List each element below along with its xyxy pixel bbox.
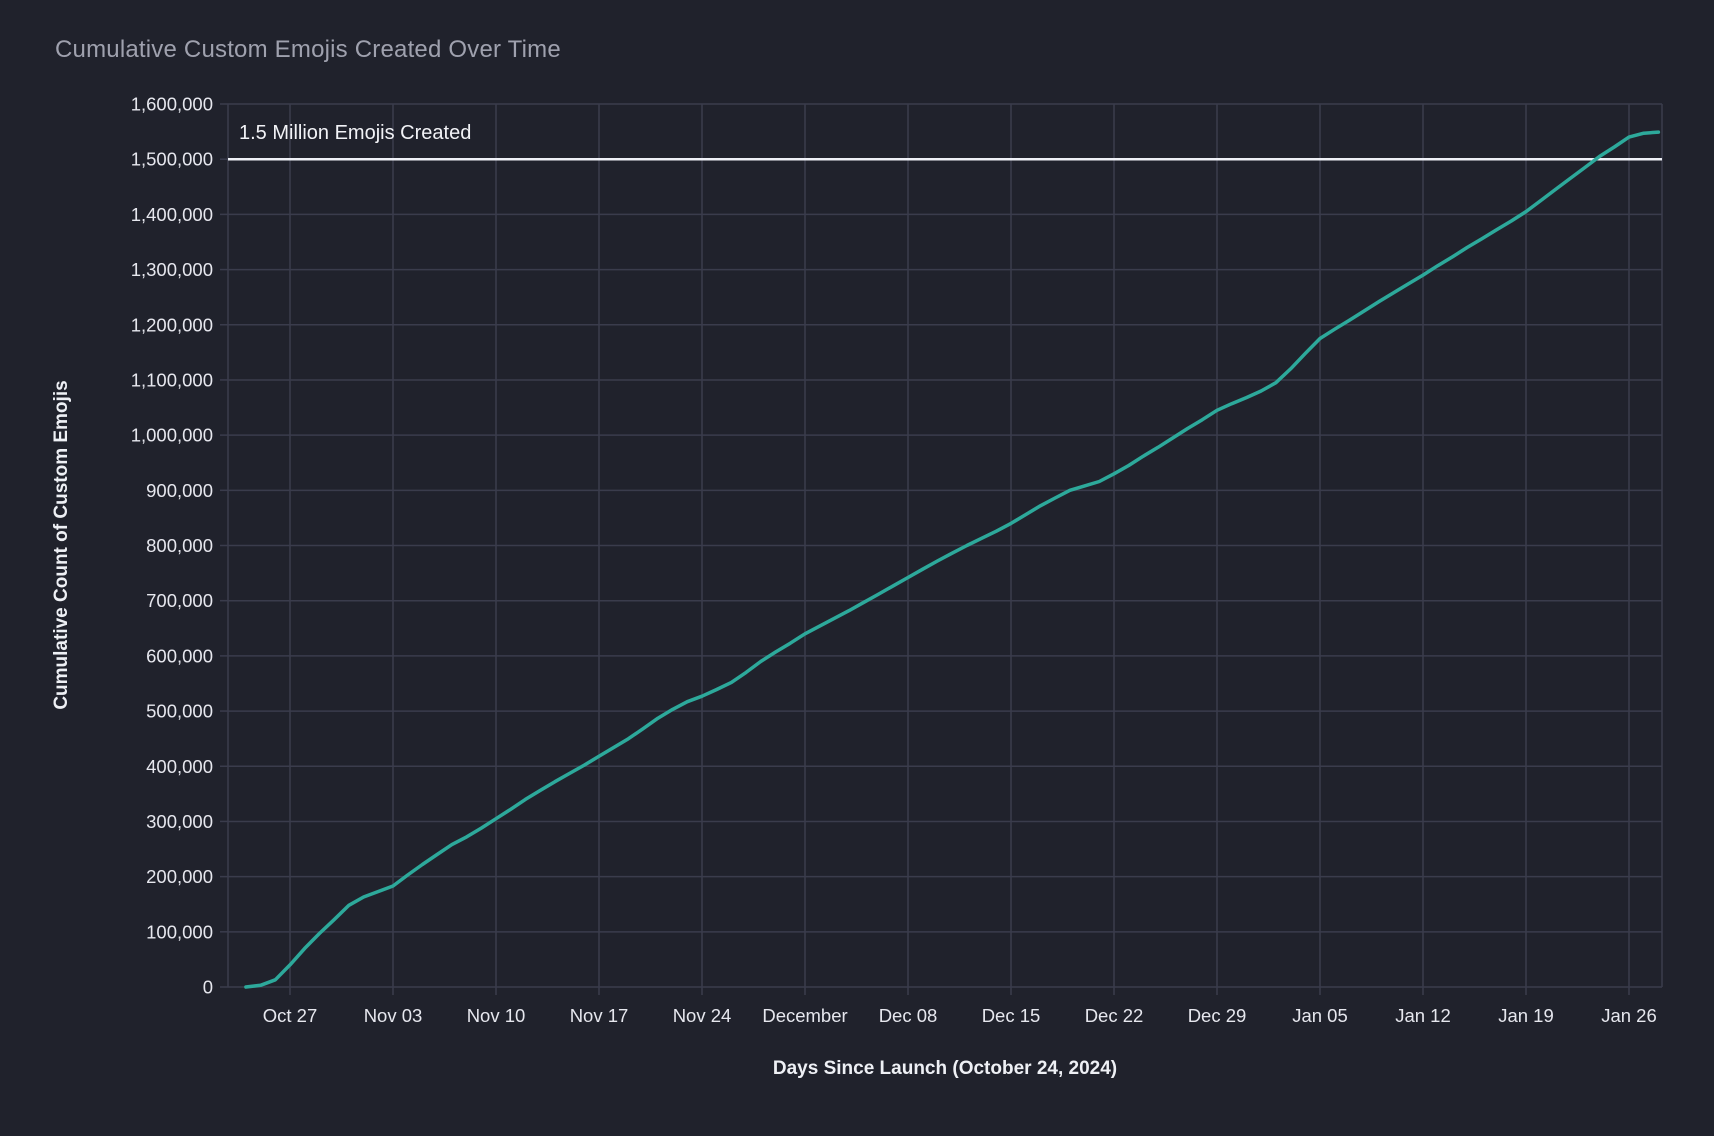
x-axis-title: Days Since Launch (October 24, 2024) bbox=[772, 1058, 1118, 1079]
x-tick-label: Dec 22 bbox=[1085, 1005, 1144, 1026]
y-tick-label: 1,000,000 bbox=[131, 425, 213, 446]
y-tick-label: 500,000 bbox=[146, 701, 213, 722]
x-tick-label: December bbox=[762, 1005, 847, 1026]
x-tick-label: Dec 29 bbox=[1188, 1005, 1247, 1026]
y-tick-label: 300,000 bbox=[146, 811, 213, 832]
y-tick-label: 600,000 bbox=[146, 645, 213, 666]
reference-line-annotation: 1.5 Million Emojis Created bbox=[239, 122, 472, 144]
x-tick-label: Jan 19 bbox=[1498, 1005, 1554, 1026]
series-line bbox=[244, 130, 1661, 989]
x-tick-label: Nov 24 bbox=[673, 1005, 732, 1026]
x-tick-label: Jan 12 bbox=[1395, 1005, 1451, 1026]
x-tick-label: Oct 27 bbox=[263, 1005, 318, 1026]
y-tick-label: 900,000 bbox=[146, 480, 213, 501]
y-tick-label: 1,100,000 bbox=[131, 369, 213, 390]
y-tick-label: 0 bbox=[203, 977, 213, 998]
x-tick-label: Nov 03 bbox=[364, 1005, 423, 1026]
y-tick-label: 800,000 bbox=[146, 535, 213, 556]
y-tick-label: 1,400,000 bbox=[131, 204, 213, 225]
y-tick-label: 200,000 bbox=[146, 866, 213, 887]
x-tick-label: Jan 05 bbox=[1292, 1005, 1348, 1026]
x-tick-label: Jan 26 bbox=[1601, 1005, 1657, 1026]
y-tick-label: 700,000 bbox=[146, 590, 213, 611]
y-tick-label: 1,200,000 bbox=[131, 314, 213, 335]
y-tick-label: 400,000 bbox=[146, 756, 213, 777]
x-tick-label: Nov 10 bbox=[467, 1005, 526, 1026]
x-tick-label: Dec 08 bbox=[879, 1005, 938, 1026]
x-tick-label: Dec 15 bbox=[982, 1005, 1041, 1026]
x-tick-label: Nov 17 bbox=[570, 1005, 629, 1026]
y-tick-label: 1,500,000 bbox=[131, 149, 213, 170]
y-tick-label: 1,600,000 bbox=[131, 94, 213, 115]
y-tick-label: 1,300,000 bbox=[131, 259, 213, 280]
chart-title: Cumulative Custom Emojis Created Over Ti… bbox=[55, 36, 561, 63]
y-tick-label: 100,000 bbox=[146, 921, 213, 942]
y-axis-title-text: Cumulative Count of Custom Emojis bbox=[51, 380, 72, 710]
